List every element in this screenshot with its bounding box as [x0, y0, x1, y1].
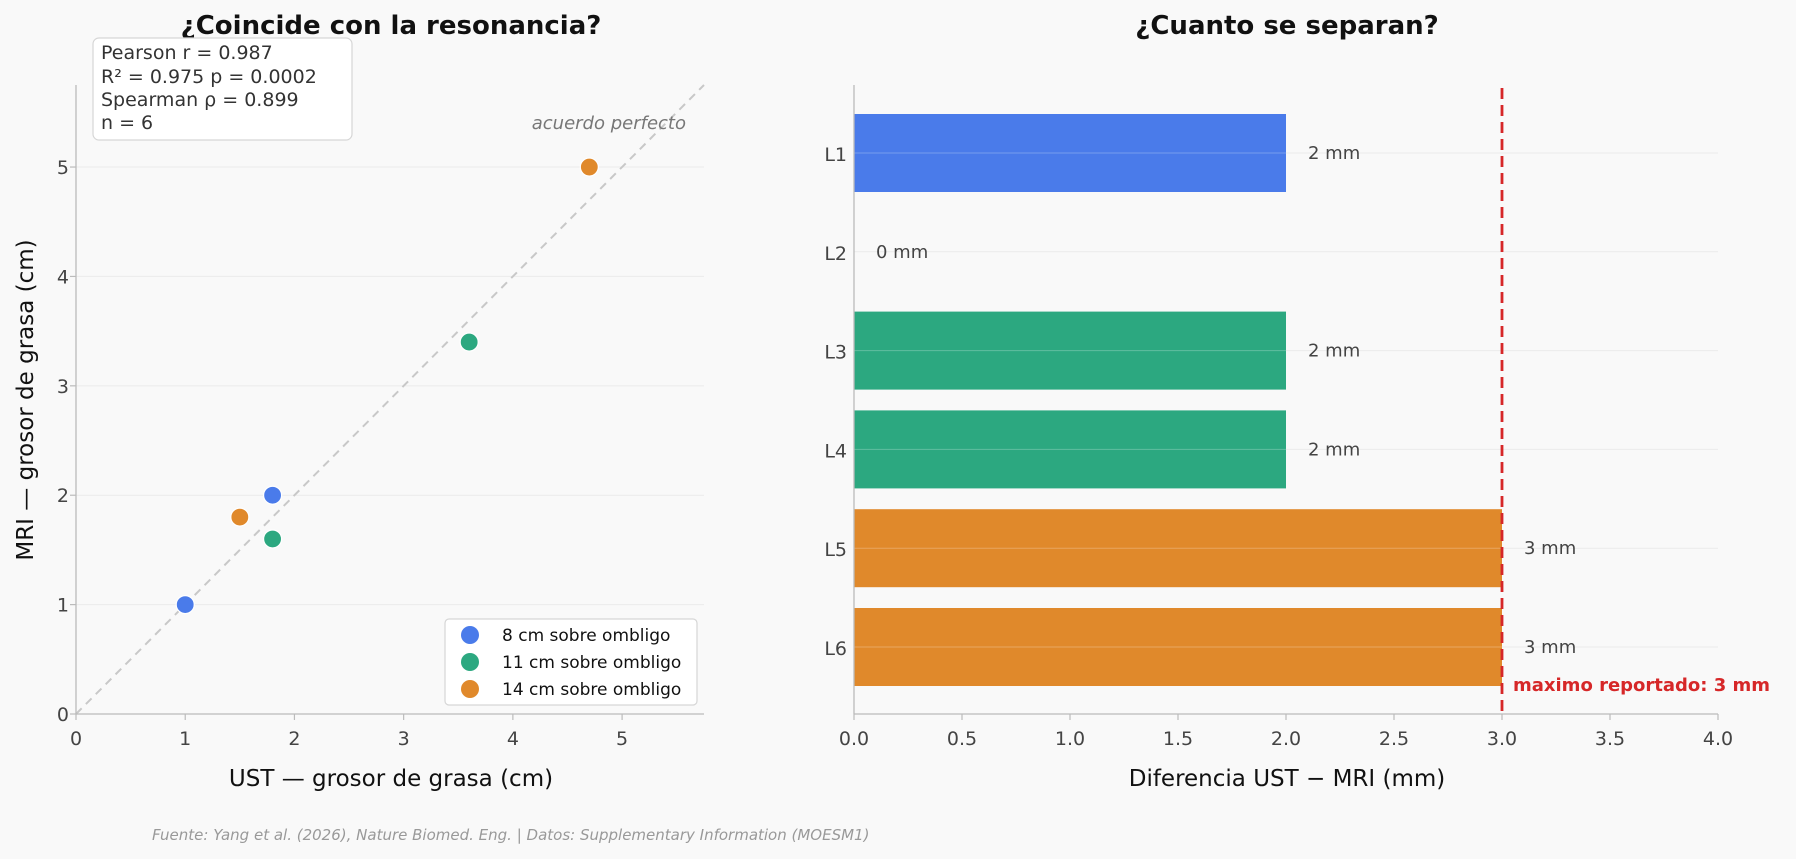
legend-label: 8 cm sobre ombligo: [502, 626, 670, 646]
value-label-L2: 0 mm: [876, 242, 928, 263]
x-tick-label: 0: [70, 728, 82, 750]
bar-x-tick-label: 3.0: [1487, 728, 1517, 750]
bar-x-tick-label: 1.5: [1163, 728, 1193, 750]
bar-L5: [854, 509, 1502, 588]
bar-x-tick-label: 1.0: [1055, 728, 1085, 750]
bar-title: ¿Cuanto se separan?: [1135, 11, 1438, 41]
scatter-point: [459, 332, 479, 352]
scatter-panel: ¿Coincide con la resonancia? acuerdo per…: [13, 11, 705, 792]
legend-frame: [444, 618, 698, 706]
category-label-L5: L5: [824, 539, 847, 561]
identity-line-label: acuerdo perfecto: [532, 113, 686, 134]
value-label-L6: 3 mm: [1524, 637, 1576, 658]
value-label-L1: 2 mm: [1308, 143, 1360, 164]
y-tick-label: 4: [57, 266, 69, 288]
stats-box: Pearson r = 0.987 R² = 0.975 p = 0.0002 …: [92, 37, 353, 141]
legend-marker: [461, 653, 479, 671]
scatter-point: [262, 529, 283, 549]
category-label-L2: L2: [824, 243, 847, 265]
y-tick-label: 2: [57, 485, 69, 507]
bar-panel: ¿Cuanto se separan? 0.0 0.5 1.0 1.5 2.0 2.5 3.…: [824, 11, 1770, 792]
y-tick-label: 5: [57, 157, 69, 179]
stats-spearman: Spearman ρ = 0.899: [101, 89, 299, 111]
stats-box-frame: [92, 37, 353, 141]
scatter-point: [262, 485, 283, 505]
value-label-L4: 2 mm: [1308, 439, 1360, 460]
bar-bars: [854, 114, 1502, 686]
bar-L3: [854, 311, 1286, 390]
x-tick-label: 1: [179, 728, 191, 750]
bar-x-tick-label: 0.0: [839, 728, 869, 750]
category-label-L4: L4: [824, 440, 847, 462]
legend-label: 11 cm sobre ombligo: [502, 653, 681, 673]
bar-L1: [854, 114, 1286, 192]
x-tick-label: 3: [398, 728, 410, 750]
x-tick-label: 4: [507, 728, 519, 750]
scatter-legend: 8 cm sobre ombligo 11 cm sobre ombligo 14 …: [444, 618, 698, 706]
bar-category-labels: L1 L2 L3 L4 L5 L6: [824, 144, 847, 660]
stats-pearson: Pearson r = 0.987: [101, 42, 273, 64]
bar-x-ticks: 0.0 0.5 1.0 1.5 2.0 2.5 3.0 3.5 4.0: [839, 714, 1733, 750]
scatter-gridlines: [76, 166, 704, 606]
stats-n: n = 6: [101, 112, 153, 134]
x-tick-label: 2: [288, 728, 300, 750]
x-tick-label: 5: [616, 728, 628, 750]
scatter-point: [175, 595, 195, 615]
y-tick-label: 1: [57, 595, 69, 617]
category-label-L6: L6: [824, 638, 847, 660]
scatter-axes: [75, 85, 704, 715]
scatter-y-ticks: 0 1 2 3 4 5: [57, 157, 76, 726]
legend-marker: [461, 680, 479, 698]
bar-x-tick-label: 0.5: [947, 728, 977, 750]
scatter-point: [230, 507, 250, 527]
bar-x-tick-label: 2.5: [1379, 728, 1409, 750]
bar-x-tick-label: 2.0: [1271, 728, 1301, 750]
y-tick-label: 3: [57, 376, 69, 398]
value-label-L3: 2 mm: [1308, 341, 1360, 362]
legend-marker: [461, 626, 479, 644]
scatter-x-ticks: 0 1 2 3 4 5: [70, 714, 628, 750]
category-label-L3: L3: [824, 342, 847, 364]
scatter-y-axis-label: MRI — grosor de grasa (cm): [13, 239, 39, 560]
reference-line-label: maximo reportado: 3 mm: [1513, 675, 1770, 696]
category-label-L1: L1: [824, 144, 847, 166]
scatter-x-axis-label: UST — grosor de grasa (cm): [229, 766, 553, 792]
value-label-L5: 3 mm: [1524, 538, 1576, 559]
bar-x-tick-label: 3.5: [1595, 728, 1625, 750]
source-caption: Fuente: Yang et al. (2026), Nature Biome…: [152, 826, 869, 844]
bar-x-axis-label: Diferencia UST − MRI (mm): [1129, 766, 1446, 792]
scatter-points: [175, 157, 599, 615]
bar-L4: [854, 410, 1286, 489]
stats-r-squared: R² = 0.975 p = 0.0002: [101, 66, 317, 88]
legend-label: 14 cm sobre ombligo: [502, 680, 681, 700]
bar-x-tick-label: 4.0: [1703, 728, 1733, 750]
bar-L6: [854, 608, 1502, 686]
bar-value-labels: 2 mm 0 mm 2 mm 2 mm 3 mm 3 mm: [876, 143, 1576, 658]
scatter-title: ¿Coincide con la resonancia?: [181, 11, 602, 41]
y-tick-label: 0: [57, 704, 69, 726]
scatter-point: [579, 157, 599, 177]
